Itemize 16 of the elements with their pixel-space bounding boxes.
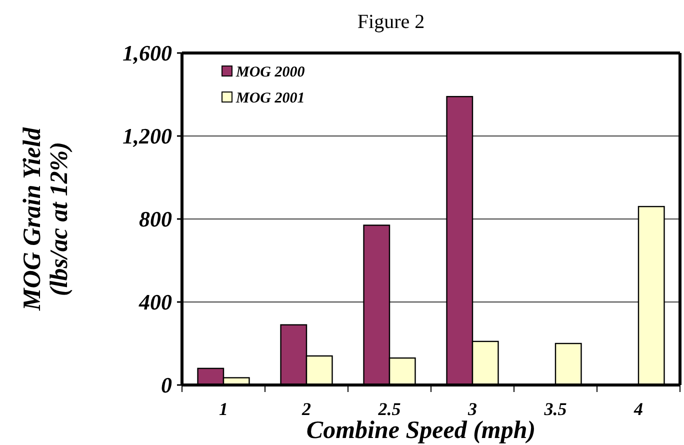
- x-tick-label: 1: [219, 399, 228, 419]
- y-tick-label: 1,200: [122, 124, 172, 149]
- x-tick-label: 3: [467, 399, 477, 419]
- x-axis-title: Combine Speed (mph): [306, 417, 536, 444]
- y-tick-label: 800: [139, 206, 172, 232]
- legend-label: MOG 2001: [235, 90, 305, 106]
- x-tick-label: 2.5: [377, 399, 401, 419]
- y-tick-label: 1,600: [122, 40, 172, 66]
- x-tick-label: 2: [301, 399, 311, 419]
- chart-title: Figure 2: [357, 11, 425, 33]
- x-tick-label: 4: [633, 399, 643, 419]
- y-tick-label: 0: [161, 372, 172, 398]
- legend-label: MOG 2000: [235, 64, 306, 80]
- y-tick-label: 400: [138, 290, 172, 315]
- x-tick-label: 3.5: [543, 399, 567, 419]
- y-axis-title: MOG Grain Yield (lbs/ac at 12%): [19, 127, 73, 312]
